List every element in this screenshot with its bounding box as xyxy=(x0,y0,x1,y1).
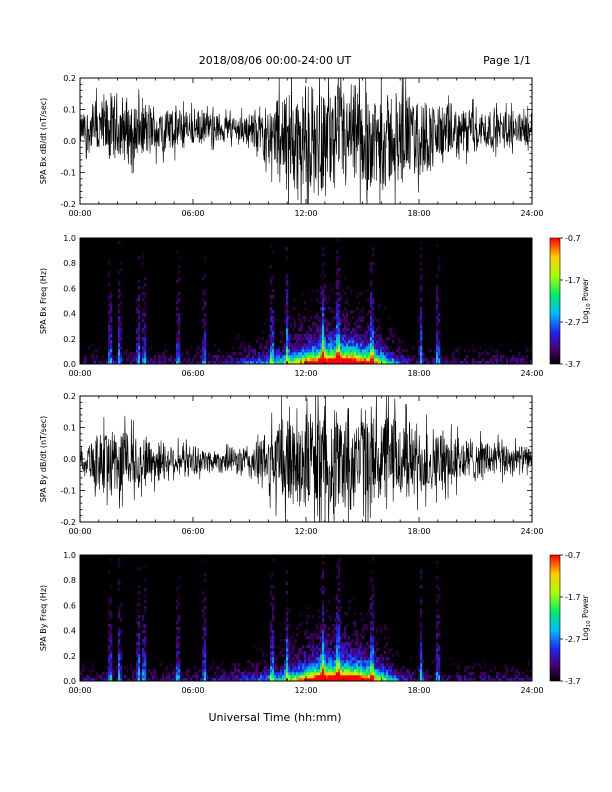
panel-1-xtick-label: 24:00 xyxy=(520,209,543,218)
page-number: Page 1/1 xyxy=(483,54,531,67)
panel-2-ytick-label: 0.4 xyxy=(63,310,76,319)
panel-3-xtick-label: 12:00 xyxy=(294,527,317,536)
panel-4-ytick-label: 0.8 xyxy=(63,576,76,585)
panel-2-ytick-label: 0.0 xyxy=(63,360,76,369)
colorbar-tick-label: -3.7 xyxy=(565,677,581,686)
panel-4-axes: 00:00 06:00 12:00 18:00 24:00 0.0 0.2 0.4 0.6 0.8… xyxy=(39,551,544,695)
panel-4-xtick-label: 18:00 xyxy=(407,686,430,695)
panel-2-spectrogram xyxy=(80,238,533,365)
panel-4-ytick-label: 0.2 xyxy=(63,652,76,661)
panel-1-xtick-label: 18:00 xyxy=(407,209,430,218)
panel-3-xtick-label: 24:00 xyxy=(520,527,543,536)
panel-4-xtick-label: 06:00 xyxy=(181,686,204,695)
colorbar-tick-label: -0.7 xyxy=(565,234,581,243)
panel-4-xtick-label: 24:00 xyxy=(520,686,543,695)
panel-2-xtick-label: 00:00 xyxy=(68,369,91,378)
panel-3-ytick-label: -0.1 xyxy=(60,487,76,496)
panel-4-xtick-label: 00:00 xyxy=(68,686,91,695)
colorbar-tick-label: -1.7 xyxy=(565,276,581,285)
panel-2-xtick-label: 12:00 xyxy=(294,369,317,378)
x-axis-title: Universal Time (hh:mm) xyxy=(209,711,342,724)
panel-1-series-line xyxy=(80,78,532,204)
panels: 00:00 06:00 12:00 18:00 24:00 -0.2 -0.1 0.0 0.1 0… xyxy=(39,74,592,695)
panel-1-xtick-label: 06:00 xyxy=(181,209,204,218)
panel-3-ytick-label: 0.1 xyxy=(63,424,76,433)
panel-3-ylabel: SPA By dB/dt (nT/sec) xyxy=(39,416,48,503)
colorbar-label: Log10 Power xyxy=(581,277,592,323)
figure-title: 2018/08/06 00:00-24:00 UT xyxy=(199,54,352,67)
panel-1-ytick-label: 0.0 xyxy=(63,137,76,146)
panel-2-ylabel: SPA Bx Freq (Hz) xyxy=(39,268,48,334)
panel-1-ytick-label: 0.1 xyxy=(63,106,76,115)
colorbar-scale xyxy=(549,237,561,365)
colorbar-tick-label: -0.7 xyxy=(565,551,581,560)
colorbar-label: Log10 Power xyxy=(581,594,592,640)
panel-2-ytick-label: 0.8 xyxy=(63,259,76,268)
panel-1-xtick-label: 00:00 xyxy=(68,209,91,218)
panel-2-colorbar: -0.7 -1.7 -2.7 -3.7 Log10 Power xyxy=(549,234,592,369)
colorbar-tick-label: -3.7 xyxy=(565,360,581,369)
panel-3-ytick-label: -0.2 xyxy=(60,518,76,527)
panel-3-series-line xyxy=(80,396,532,522)
panel-3-ytick-label: 0.0 xyxy=(63,455,76,464)
panel-2-ytick-label: 1.0 xyxy=(63,234,76,243)
panel-4-ytick-label: 0.4 xyxy=(63,627,76,636)
panel-4-ytick-label: 1.0 xyxy=(63,551,76,560)
panel-4-xtick-label: 12:00 xyxy=(294,686,317,695)
panel-3-ytick-label: 0.2 xyxy=(63,392,76,401)
panel-2-xtick-label: 06:00 xyxy=(181,369,204,378)
colorbar-scale xyxy=(549,554,561,682)
panel-3-xtick-label: 06:00 xyxy=(181,527,204,536)
colorbar-tick-label: -1.7 xyxy=(565,593,581,602)
panel-1-ylabel: SPA Bx dB/dt (nT/sec) xyxy=(39,98,48,185)
panel-2-ytick-label: 0.6 xyxy=(63,284,76,293)
panel-1-ytick-label: -0.2 xyxy=(60,200,76,209)
panel-3-xtick-label: 18:00 xyxy=(407,527,430,536)
panel-2-xtick-label: 18:00 xyxy=(407,369,430,378)
panel-2-ytick-label: 0.2 xyxy=(63,335,76,344)
panel-2-xtick-label: 24:00 xyxy=(520,369,543,378)
panel-4-ytick-label: 0.6 xyxy=(63,601,76,610)
panel-4-ytick-label: 0.0 xyxy=(63,677,76,686)
colorbar-tick-label: -2.7 xyxy=(565,635,581,644)
panel-3-axes: 00:00 06:00 12:00 18:00 24:00 -0.2 -0.1 0.0 0.1 0… xyxy=(39,392,544,536)
colorbar-tick-label: -2.7 xyxy=(565,318,581,327)
panel-1-ytick-label: -0.1 xyxy=(60,169,76,178)
panel-4-spectrogram xyxy=(80,555,533,682)
panel-3-xtick-label: 00:00 xyxy=(68,527,91,536)
panel-4-colorbar: -0.7 -1.7 -2.7 -3.7 Log10 Power xyxy=(549,551,592,686)
panel-1-axes: 00:00 06:00 12:00 18:00 24:00 -0.2 -0.1 0.0 0.1 0… xyxy=(39,74,544,218)
panel-1-ytick-label: 0.2 xyxy=(63,74,76,83)
panel-2-axes: 00:00 06:00 12:00 18:00 24:00 0.0 0.2 0.4 0.6 0.8… xyxy=(39,234,544,378)
panel-4-ylabel: SPA By Freq (Hz) xyxy=(39,585,48,651)
panel-1-xtick-label: 12:00 xyxy=(294,209,317,218)
